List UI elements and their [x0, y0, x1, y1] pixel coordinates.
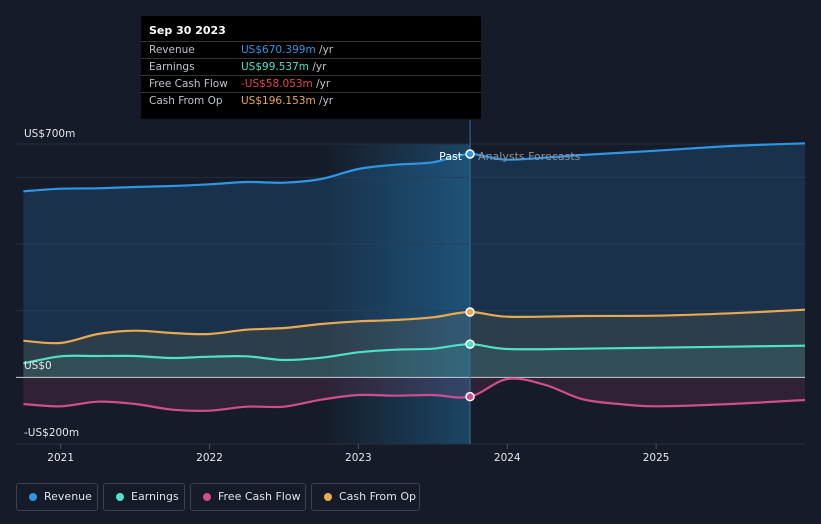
- revenue-marker[interactable]: [465, 149, 475, 159]
- legend-dot-icon: [29, 493, 37, 501]
- tooltip-label: Cash From Op: [149, 95, 223, 107]
- legend-dot-icon: [116, 493, 124, 501]
- revenue-line: [23, 142, 806, 193]
- x-tick-label: 2024: [494, 452, 521, 464]
- tooltip-unit: /yr: [319, 95, 334, 107]
- earnings-area: [23, 344, 805, 378]
- past-highlight-region: [321, 144, 471, 444]
- tooltip-amount: US$196.153m: [241, 95, 316, 107]
- x-tick-label: 2021: [47, 452, 74, 464]
- cash-from-op-line: [23, 308, 806, 345]
- tooltip: Sep 30 2023 Revenue US$670.399m /yr Earn…: [141, 16, 481, 119]
- tooltip-amount: US$99.537m: [241, 61, 309, 73]
- tooltip-label: Earnings: [149, 61, 195, 73]
- legend-item-free-cash-flow[interactable]: Free Cash Flow: [190, 483, 306, 511]
- legend-dot-icon: [203, 493, 211, 501]
- tooltip-unit: /yr: [319, 44, 334, 56]
- legend-dot-icon: [324, 493, 332, 501]
- tooltip-label: Free Cash Flow: [149, 78, 228, 90]
- tooltip-value: US$99.537m /yr: [241, 61, 326, 73]
- legend-item-revenue[interactable]: Revenue: [16, 483, 98, 511]
- tooltip-value: US$196.153m /yr: [241, 95, 333, 107]
- tooltip-row-earnings: Earnings US$99.537m /yr: [141, 58, 481, 76]
- tooltip-amount: -US$58.053m: [241, 78, 313, 90]
- earnings-marker[interactable]: [465, 339, 475, 349]
- free-cash-flow-marker[interactable]: [465, 391, 475, 402]
- revenue-area: [23, 143, 805, 378]
- legend-label: Free Cash Flow: [218, 490, 301, 503]
- free-cash-flow-line: [23, 377, 806, 413]
- y-tick-label: US$700m: [24, 128, 75, 140]
- legend-item-cash-from-op[interactable]: Cash From Op: [311, 483, 420, 511]
- legend-label: Revenue: [44, 490, 92, 503]
- x-tick-label: 2023: [345, 452, 372, 464]
- tooltip-unit: /yr: [316, 78, 331, 90]
- tooltip-value: -US$58.053m /yr: [241, 78, 330, 90]
- tooltip-unit: /yr: [312, 61, 327, 73]
- tooltip-row-cash-from-op: Cash From Op US$196.153m /yr: [141, 92, 481, 110]
- y-tick-label: -US$200m: [24, 427, 79, 439]
- past-label: Past: [439, 150, 463, 163]
- tooltip-label: Revenue: [149, 44, 195, 56]
- earnings-line: [23, 343, 806, 365]
- legend-label: Earnings: [131, 490, 179, 503]
- x-tick-label: 2025: [643, 452, 670, 464]
- tooltip-amount: US$670.399m: [241, 44, 316, 56]
- tooltip-value: US$670.399m /yr: [241, 44, 333, 56]
- forecast-label: Analysts Forecasts: [478, 150, 581, 163]
- legend-label: Cash From Op: [339, 490, 417, 503]
- tooltip-row-free-cash-flow: Free Cash Flow -US$58.053m /yr: [141, 75, 481, 93]
- y-tick-label: US$0: [24, 360, 52, 372]
- tooltip-date: Sep 30 2023: [149, 24, 226, 37]
- tooltip-row-revenue: Revenue US$670.399m /yr: [141, 41, 481, 59]
- legend-item-earnings[interactable]: Earnings: [103, 483, 185, 511]
- cash-from-op-marker[interactable]: [465, 307, 475, 317]
- x-tick-label: 2022: [196, 452, 223, 464]
- cash-from-op-area: [23, 309, 805, 378]
